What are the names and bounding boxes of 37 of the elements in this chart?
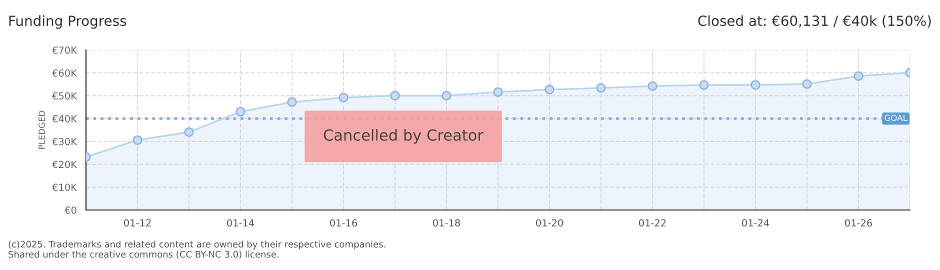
point <box>442 90 452 101</box>
annotation: Cancelled by Creator <box>324 129 484 144</box>
x-tick-label: 01-22 <box>639 219 666 227</box>
point <box>493 87 503 97</box>
x-tick-label: 01-14 <box>227 219 254 227</box>
y-tick-label: €60K <box>52 69 78 77</box>
y-tick-label: €0 <box>64 206 76 214</box>
point <box>750 80 760 90</box>
x-tick-label: 01-20 <box>536 219 563 227</box>
chart-title: Funding Progress <box>9 15 126 29</box>
point <box>596 83 606 93</box>
point <box>184 127 194 137</box>
point <box>132 135 142 145</box>
point <box>390 90 400 101</box>
point <box>338 92 348 102</box>
point <box>802 79 812 89</box>
y-tick-label: €40K <box>52 115 78 122</box>
y-tick-label: €50K <box>52 92 78 100</box>
x-tick-label: 01-16 <box>330 219 358 227</box>
y-tick-label: €70K <box>52 46 78 54</box>
point <box>648 81 658 91</box>
text: (c)2025. Trademarks and related content are owned by their respective companies. Shared under the creative commons (CC BY-NC 3.0) license. <box>8 240 386 259</box>
y-tick-label: €10K <box>52 184 78 191</box>
y-axis-title: PLEDGED <box>38 110 45 149</box>
x-tick-label: 01-12 <box>124 219 151 227</box>
ref-line-label: GOAL <box>884 114 908 121</box>
point <box>699 80 709 90</box>
y-tick-label: €20K <box>52 160 78 168</box>
point <box>236 106 246 117</box>
x-tick-label: 01-18 <box>433 219 460 227</box>
point <box>544 84 554 94</box>
point <box>854 71 864 81</box>
chart-subtitle: Closed at: €60,131 / €40k (150%) <box>698 15 931 28</box>
point <box>287 97 297 107</box>
y-tick-label: €30K <box>52 138 78 146</box>
x-tick-label: 01-26 <box>845 219 872 227</box>
x-tick-label: 01-24 <box>742 219 770 227</box>
